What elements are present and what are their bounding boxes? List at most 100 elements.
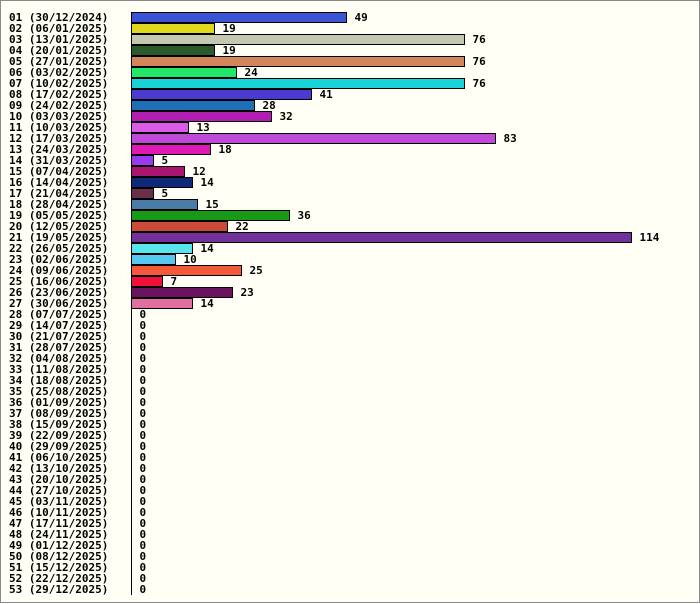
value-label: 0 [140, 495, 147, 508]
category-label: 48 (24/11/2025) [9, 528, 108, 541]
value-label: 0 [140, 550, 147, 563]
value-label: 0 [140, 396, 147, 409]
value-label: 18 [219, 143, 232, 156]
category-label: 04 (20/01/2025) [9, 44, 108, 57]
value-label: 0 [140, 561, 147, 574]
value-label: 23 [241, 286, 254, 299]
bar [131, 100, 255, 111]
category-label: 16 (14/04/2025) [9, 176, 108, 189]
category-label: 08 (17/02/2025) [9, 88, 108, 101]
bar [131, 221, 228, 232]
bar [131, 56, 465, 67]
value-label: 83 [504, 132, 517, 145]
category-label: 38 (15/09/2025) [9, 418, 108, 431]
category-label: 43 (20/10/2025) [9, 473, 108, 486]
bar [131, 298, 193, 309]
value-label: 7 [171, 275, 178, 288]
category-label: 14 (31/03/2025) [9, 154, 108, 167]
category-label: 39 (22/09/2025) [9, 429, 108, 442]
value-label: 0 [140, 352, 147, 365]
bar [131, 45, 215, 56]
category-label: 07 (10/02/2025) [9, 77, 108, 90]
bar [131, 111, 272, 122]
value-label: 0 [140, 572, 147, 585]
bar [131, 243, 193, 254]
bar [131, 210, 290, 221]
value-label: 0 [140, 429, 147, 442]
bars-layer [131, 12, 632, 595]
category-label: 24 (09/06/2025) [9, 264, 108, 277]
bar [131, 122, 189, 133]
category-label: 20 (12/05/2025) [9, 220, 108, 233]
category-label: 13 (24/03/2025) [9, 143, 108, 156]
value-label: 49 [355, 11, 368, 24]
bar [131, 166, 185, 177]
category-label: 49 (01/12/2025) [9, 539, 108, 552]
value-label: 0 [140, 319, 147, 332]
bar [131, 276, 163, 287]
value-label: 0 [140, 308, 147, 321]
bar [131, 199, 198, 210]
category-label: 29 (14/07/2025) [9, 319, 108, 332]
category-label: 30 (21/07/2025) [9, 330, 108, 343]
bar [131, 34, 465, 45]
value-label: 28 [263, 99, 276, 112]
value-label: 0 [140, 385, 147, 398]
category-label: 06 (03/02/2025) [9, 66, 108, 79]
value-label: 0 [140, 407, 147, 420]
value-label: 0 [140, 374, 147, 387]
category-label: 52 (22/12/2025) [9, 572, 108, 585]
value-label: 0 [140, 484, 147, 497]
category-label: 35 (25/08/2025) [9, 385, 108, 398]
value-label: 36 [298, 209, 312, 222]
category-label: 45 (03/11/2025) [9, 495, 108, 508]
category-label: 44 (27/10/2025) [9, 484, 108, 497]
category-label: 15 (07/04/2025) [9, 165, 108, 178]
bar [131, 265, 242, 276]
value-label: 25 [250, 264, 263, 277]
value-label: 0 [140, 462, 147, 475]
bar [131, 177, 193, 188]
value-label: 0 [140, 539, 147, 552]
value-label: 76 [473, 55, 487, 68]
category-label: 50 (08/12/2025) [9, 550, 108, 563]
category-label: 12 (17/03/2025) [9, 132, 108, 145]
value-label: 0 [140, 451, 147, 464]
bar [131, 188, 154, 199]
value-label: 0 [140, 418, 147, 431]
category-label: 33 (11/08/2025) [9, 363, 108, 376]
bar [131, 144, 211, 155]
bar [131, 67, 237, 78]
value-label: 14 [201, 176, 215, 189]
category-label: 09 (24/02/2025) [9, 99, 108, 112]
category-label: 37 (08/09/2025) [9, 407, 108, 420]
category-label: 40 (29/09/2025) [9, 440, 108, 453]
value-label: 14 [201, 242, 215, 255]
category-label: 46 (10/11/2025) [9, 506, 108, 519]
category-label: 51 (15/12/2025) [9, 561, 108, 574]
bar [131, 232, 632, 243]
value-label: 0 [140, 506, 147, 519]
category-label: 53 (29/12/2025) [9, 583, 108, 596]
value-label: 41 [320, 88, 334, 101]
value-label: 14 [201, 297, 215, 310]
category-label: 11 (10/03/2025) [9, 121, 108, 134]
bar [131, 78, 465, 89]
category-label: 17 (21/04/2025) [9, 187, 108, 200]
category-label: 28 (07/07/2025) [9, 308, 108, 321]
value-label: 114 [640, 231, 660, 244]
value-label: 0 [140, 440, 147, 453]
category-label: 02 (06/01/2025) [9, 22, 108, 35]
value-label: 10 [184, 253, 197, 266]
category-label: 19 (05/05/2025) [9, 209, 108, 222]
bar [131, 133, 496, 144]
category-label: 05 (27/01/2025) [9, 55, 108, 68]
value-label: 76 [473, 33, 487, 46]
value-label: 24 [245, 66, 259, 79]
value-label: 5 [162, 154, 169, 167]
bar [131, 287, 233, 298]
value-label: 0 [140, 517, 147, 530]
category-label: 26 (23/06/2025) [9, 286, 108, 299]
